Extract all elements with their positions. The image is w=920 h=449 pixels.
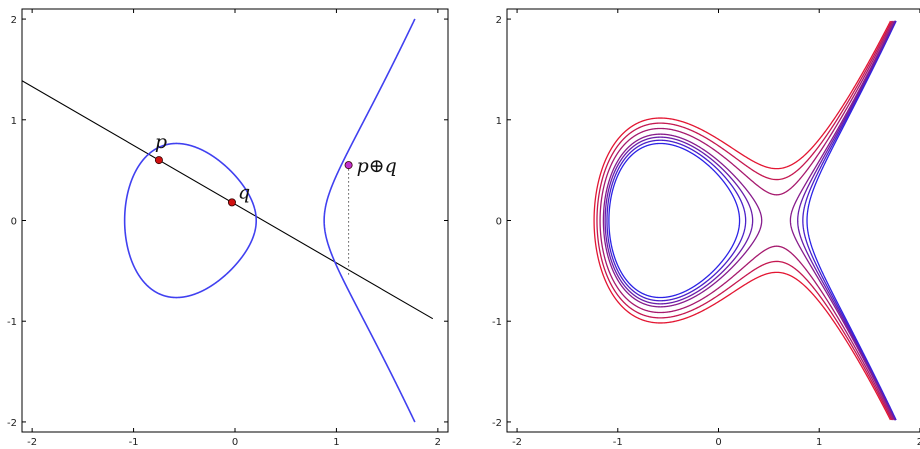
y-tick-label: -1 [492,317,502,328]
x-tick-label: -2 [512,437,522,448]
y-tick-label: 2 [11,15,17,26]
family-curve-5 [596,20,893,421]
point-label-p: p [155,131,167,153]
y-tick-label: 1 [496,116,502,127]
y-tick-label: -2 [7,418,17,429]
secant-line [22,80,434,320]
y-tick-label: 2 [496,15,502,26]
y-tick-label: -2 [492,418,502,429]
family-curve-6 [593,20,892,421]
x-tick-label: 0 [232,437,238,448]
family-curve-4 [599,20,894,421]
x-tick-label: 0 [715,437,721,448]
x-tick-label: 1 [816,437,822,448]
point-label-p-plus-q: p⊕q [357,155,397,177]
x-tick-label: -1 [613,437,623,448]
y-tick-label: -1 [7,317,17,328]
x-tick-label: 2 [435,437,441,448]
x-tick-label: -2 [27,437,37,448]
y-tick-label: 0 [11,217,17,228]
family-curve-3 [602,20,895,421]
right-panel-curve-family: -2 -1 0 1 2 -2 -1 0 1 2 [492,8,920,448]
point-q [227,198,236,207]
family-curve-0 [608,20,897,421]
x-tick-label: -1 [129,437,139,448]
elliptic-curve [123,18,416,423]
plot-frame [21,8,449,433]
plot-frame [506,8,920,433]
left-panel-secant-addition: -2 -1 0 1 2 -2 -1 0 1 2 p q p⊕q [7,8,449,448]
point-p [154,156,163,165]
family-curve-1 [606,20,897,421]
point-label-q: q [238,181,250,203]
plot-area [593,20,897,421]
plot-area [22,18,434,423]
x-tick-label: 2 [917,437,920,448]
y-tick-label: 1 [11,116,17,127]
y-tick-label: 0 [496,217,502,228]
point-p-plus-q [344,161,353,170]
x-tick-label: 1 [333,437,339,448]
family-curve-2 [604,20,896,421]
